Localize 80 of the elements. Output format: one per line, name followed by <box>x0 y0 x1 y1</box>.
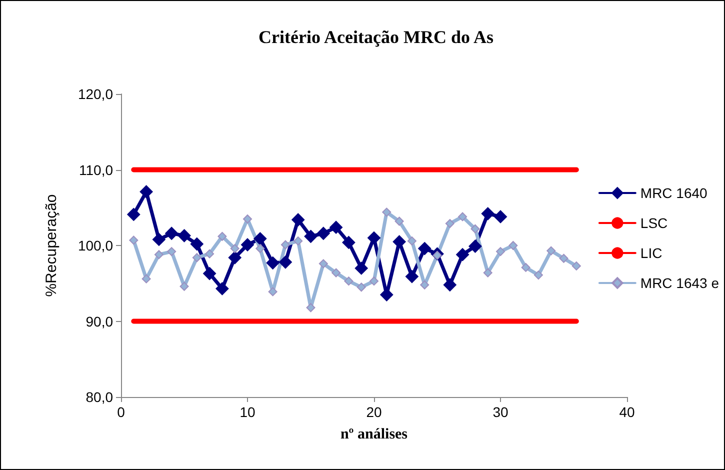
x-tick-label: 30 <box>492 404 508 420</box>
point <box>443 278 456 292</box>
point <box>394 216 404 226</box>
point <box>420 280 430 290</box>
point <box>407 236 416 246</box>
point <box>392 235 406 248</box>
point <box>468 240 482 253</box>
point <box>445 219 454 228</box>
point <box>230 244 240 254</box>
point <box>382 208 392 217</box>
x-tick-label: 40 <box>619 404 635 420</box>
point <box>470 224 480 234</box>
y-axis-title: %Recuperação <box>43 194 60 297</box>
point <box>218 232 227 241</box>
point <box>494 210 507 224</box>
point <box>496 247 505 256</box>
legend-label: LSC <box>640 215 668 231</box>
point <box>405 270 418 284</box>
point <box>278 256 292 269</box>
point <box>508 241 518 250</box>
point <box>254 232 267 246</box>
point <box>256 244 265 254</box>
point <box>266 256 280 270</box>
y-tick-label: 80,0 <box>86 389 114 405</box>
point <box>318 259 328 268</box>
point <box>203 267 216 280</box>
point <box>216 282 229 296</box>
x-tick-label: 0 <box>117 404 126 420</box>
x-tick-label: 10 <box>240 404 256 420</box>
point <box>190 237 204 250</box>
point <box>152 232 166 246</box>
point <box>354 262 368 275</box>
point <box>572 261 581 270</box>
point <box>546 246 556 256</box>
legend-label: MRC 1643 e <box>640 275 720 291</box>
point <box>368 231 380 244</box>
point <box>178 229 191 242</box>
point <box>154 250 164 260</box>
point <box>344 276 354 286</box>
point <box>180 282 189 291</box>
point <box>458 212 468 222</box>
point <box>228 251 242 264</box>
point <box>268 287 278 296</box>
point <box>456 248 470 262</box>
point <box>205 249 214 258</box>
legend-label: LIC <box>640 245 662 261</box>
point <box>129 236 138 245</box>
point <box>167 247 176 256</box>
x-axis-title: nº análises <box>340 426 408 442</box>
point <box>243 214 252 224</box>
point <box>559 254 568 263</box>
point <box>483 268 492 278</box>
point <box>342 236 356 249</box>
legend-label: MRC 1640 <box>640 185 708 201</box>
point <box>481 207 494 220</box>
y-tick-label: 120,0 <box>78 86 114 102</box>
point <box>418 242 432 256</box>
point <box>142 274 151 284</box>
point <box>294 236 303 246</box>
point <box>356 282 366 292</box>
point <box>534 270 543 280</box>
point <box>316 226 330 240</box>
point <box>280 240 290 250</box>
point <box>521 262 530 272</box>
y-tick-label: 100,0 <box>78 238 114 254</box>
y-tick-label: 110,0 <box>79 162 114 178</box>
point <box>332 268 341 278</box>
chart-title: Critério Aceitação MRC do As <box>258 27 494 47</box>
point <box>330 220 343 234</box>
point <box>192 253 202 262</box>
point <box>165 226 178 240</box>
point <box>370 276 378 286</box>
point <box>304 230 318 243</box>
point <box>140 185 153 198</box>
point <box>127 208 140 221</box>
y-tick-label: 90,0 <box>86 313 114 330</box>
point <box>292 213 305 226</box>
x-tick-label: 20 <box>366 404 382 420</box>
point <box>306 303 316 312</box>
point <box>241 238 254 252</box>
